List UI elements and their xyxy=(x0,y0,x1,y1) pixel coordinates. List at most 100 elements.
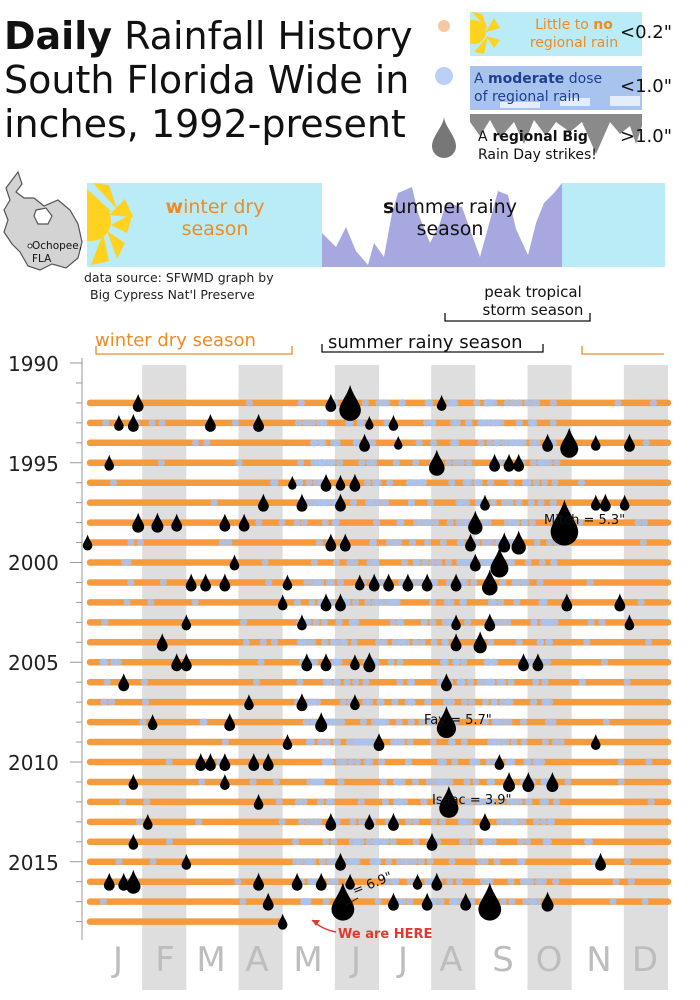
moderate-rain-dot xyxy=(439,758,448,766)
big-rain-drop xyxy=(498,532,511,553)
moderate-rain-dot xyxy=(540,598,548,607)
moderate-rain-dot xyxy=(472,778,480,786)
big-rain-drop xyxy=(388,812,399,831)
moderate-rain-dot xyxy=(371,598,379,607)
moderate-rain-dot xyxy=(114,658,122,666)
moderate-rain-dot xyxy=(294,798,303,806)
moderate-rain-dot xyxy=(361,698,370,706)
x-tick-label: A xyxy=(245,940,269,980)
moderate-rain-dot xyxy=(449,439,457,447)
source-line-2: Big Cypress Nat'l Preserve xyxy=(90,287,255,302)
moderate-rain-dot xyxy=(541,459,549,467)
x-tick-label: M xyxy=(293,940,323,980)
big-rain-drop xyxy=(253,793,264,810)
moderate-rain-dot xyxy=(637,598,645,607)
moderate-rain-dot xyxy=(474,798,482,806)
moderate-rain-dot xyxy=(484,798,492,806)
title-bold: Daily xyxy=(4,14,113,58)
moderate-rain-dot xyxy=(326,858,334,866)
moderate-rain-dot xyxy=(361,399,370,407)
big-rain-drop xyxy=(296,493,308,512)
moderate-rain-dot xyxy=(385,538,394,547)
moderate-rain-dot xyxy=(544,658,552,666)
big-rain-drop xyxy=(614,593,626,612)
moderate-rain-dot xyxy=(439,538,447,547)
big-rain-drop xyxy=(325,533,337,552)
moderate-rain-dot xyxy=(295,479,303,487)
moderate-rain-dot xyxy=(448,858,456,866)
moderate-rain-dot xyxy=(489,838,497,846)
moderate-rain-dot xyxy=(370,459,378,467)
big-rain-drop xyxy=(315,712,328,733)
big-rain-drop xyxy=(624,433,635,452)
moderate-rain-dot xyxy=(519,439,528,447)
moderate-rain-dot xyxy=(165,838,174,846)
moderate-rain-dot xyxy=(466,678,475,686)
legend-row-little: Little to no regional rain <0.2" xyxy=(430,12,700,56)
moderate-rain-dot xyxy=(349,818,357,826)
moderate-rain-dot xyxy=(269,479,278,487)
moderate-rain-dot xyxy=(275,798,283,806)
moderate-rain-dot xyxy=(487,538,495,547)
moderate-rain-dot xyxy=(123,598,131,607)
big-rain-drop xyxy=(301,653,313,672)
moderate-rain-dot xyxy=(374,858,382,866)
big-rain-drop xyxy=(335,474,346,491)
moderate-rain-dot xyxy=(464,618,472,626)
moderate-rain-dot xyxy=(544,718,552,726)
moderate-rain-dot xyxy=(304,818,312,826)
moderate-rain-dot xyxy=(585,838,593,846)
moderate-rain-dot xyxy=(430,439,438,447)
big-rain-drop xyxy=(345,873,355,890)
moderate-rain-dot xyxy=(265,578,273,587)
moderate-rain-dot xyxy=(412,818,420,826)
big-rain-drop xyxy=(480,494,490,511)
moderate-rain-dot xyxy=(221,738,229,746)
big-rain-drop xyxy=(296,693,308,712)
moderate-rain-dot xyxy=(315,778,324,786)
big-rain-drop xyxy=(282,734,293,751)
moderate-rain-dot xyxy=(346,858,355,866)
moderate-rain-dot xyxy=(308,419,316,427)
moderate-rain-dot xyxy=(397,638,405,646)
moderate-rain-dot xyxy=(391,698,399,706)
big-rain-drop xyxy=(156,633,168,652)
big-rain-drop xyxy=(224,713,236,732)
big-rain-drop xyxy=(469,553,481,572)
moderate-rain-dot xyxy=(460,738,468,746)
moderate-rain-dot xyxy=(332,718,340,726)
moderate-rain-dot xyxy=(539,878,547,886)
big-rain-drop xyxy=(262,753,274,771)
moderate-rain-dot xyxy=(249,778,257,786)
big-rain-drop xyxy=(368,573,380,592)
moderate-rain-dot xyxy=(310,459,318,467)
moderate-rain-dot xyxy=(412,519,421,527)
moderate-rain-dot xyxy=(498,698,507,706)
big-rain-drop xyxy=(205,413,216,432)
moderate-rain-dot xyxy=(321,519,330,527)
moderate-rain-dot xyxy=(239,898,247,906)
moderate-rain-dot xyxy=(321,638,329,646)
moderate-rain-dot xyxy=(486,778,494,786)
moderate-rain-dot xyxy=(541,479,549,487)
moderate-rain-dot xyxy=(312,618,320,626)
moderate-rain-dot xyxy=(508,898,516,906)
big-rain-drop xyxy=(388,892,399,911)
moderate-rain-dot xyxy=(317,738,325,746)
legend-label-moderate: A moderate dose of regional rain xyxy=(474,71,603,105)
storm-cloud-icon xyxy=(322,183,562,265)
big-rain-drop xyxy=(128,833,139,850)
big-rain-drop xyxy=(465,533,476,552)
big-rain-drop xyxy=(181,853,192,870)
moderate-rain-dot xyxy=(303,898,311,906)
moderate-rain-dot xyxy=(508,758,516,766)
big-rain-drop xyxy=(181,614,192,631)
annotation-isaac: Isaac = 3.9" xyxy=(432,793,512,808)
moderate-rain-dot xyxy=(198,778,206,786)
moderate-rain-dot xyxy=(551,479,559,487)
moderate-rain-dot xyxy=(499,898,507,906)
big-rain-drop xyxy=(546,771,559,792)
we-are-here-label: We are HERE xyxy=(338,927,433,942)
moderate-rain-dot xyxy=(412,459,420,467)
moderate-rain-dot xyxy=(507,479,515,487)
